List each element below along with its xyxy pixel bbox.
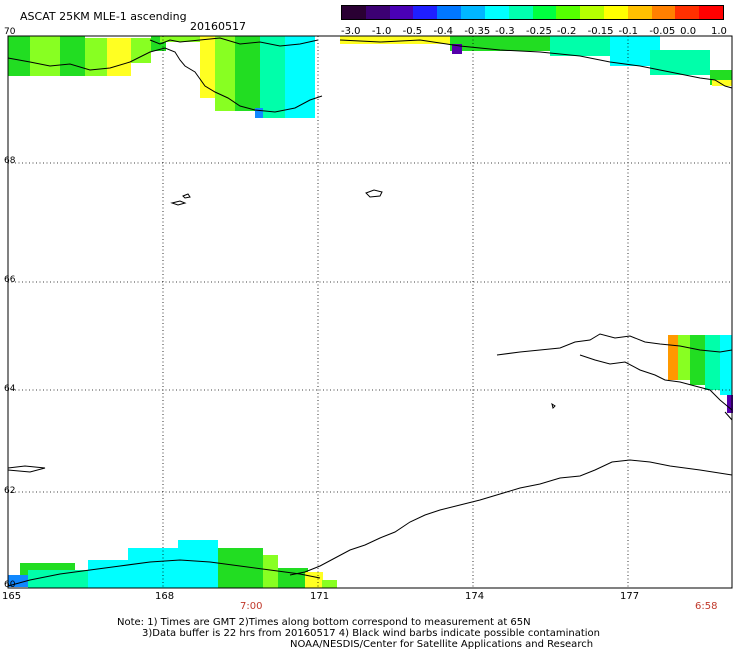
colorbar-segment bbox=[699, 6, 723, 19]
colorbar-segment bbox=[389, 6, 414, 19]
swath-top-center bbox=[160, 36, 315, 118]
colorbar-tick-label: -0.05 bbox=[649, 26, 676, 37]
colorbar-tick-label: -3.0 bbox=[341, 26, 361, 37]
swath-top-left bbox=[8, 36, 166, 76]
lat-label-68: 68 bbox=[4, 156, 16, 166]
colorbar-tick-label: 0.0 bbox=[680, 26, 697, 37]
colorbar-segment bbox=[365, 6, 390, 19]
colorbar-segment bbox=[532, 6, 557, 19]
lat-label-64: 64 bbox=[4, 384, 16, 394]
lat-label-60: 60 bbox=[4, 580, 16, 590]
colorbar-segment bbox=[556, 6, 581, 19]
lat-label-70: 70 bbox=[4, 27, 16, 37]
colorbar-tick-label: -0.2 bbox=[556, 26, 577, 37]
colorbar-segment bbox=[627, 6, 652, 19]
lon-label-174: 174 bbox=[465, 591, 485, 602]
colorbar-tick-label: -0.3 bbox=[495, 26, 515, 37]
lat-label-62: 62 bbox=[4, 486, 16, 496]
time-label-left: 7:00 bbox=[240, 601, 263, 612]
colorbar-tick-label: -0.35 bbox=[464, 26, 491, 37]
colorbar-segment bbox=[580, 6, 604, 19]
lon-label-168: 168 bbox=[155, 591, 175, 602]
colorbar-segment bbox=[508, 6, 533, 19]
colorbar-tick-label: -1.0 bbox=[371, 26, 392, 37]
colorbar-segment bbox=[675, 6, 700, 19]
map-title: ASCAT 25KM MLE-1 ascending bbox=[20, 10, 187, 23]
colorbar-segment bbox=[651, 6, 676, 19]
colorbar-segment bbox=[603, 6, 628, 19]
colorbar-tick-label: -0.15 bbox=[587, 26, 614, 37]
colorbar-segment bbox=[461, 6, 485, 19]
swath-right-middle bbox=[668, 335, 733, 413]
colorbar-segment bbox=[413, 6, 438, 19]
colorbar-tick-label: -0.4 bbox=[433, 26, 454, 37]
time-label-right: 6:58 bbox=[695, 601, 718, 612]
colorbar bbox=[341, 5, 724, 20]
colorbar-segment bbox=[342, 6, 366, 19]
colorbar-labels: -3.0 -1.0 -0.5 -0.4 -0.35 -0.3 -0.25 -0.2 -0.15-… bbox=[341, 27, 731, 39]
note-line-2: 3)Data buffer is 22 hrs from 20160517 4)… bbox=[142, 628, 600, 639]
colorbar-tick-label: -0.25 bbox=[526, 26, 552, 37]
swath-top-right bbox=[340, 36, 732, 86]
colorbar-tick-label: -0.1 bbox=[618, 26, 639, 37]
colorbar-tick-label: 1.0 bbox=[711, 26, 727, 37]
colorbar-tick-label: -0.5 bbox=[402, 26, 423, 37]
colorbar-segment bbox=[484, 6, 509, 19]
map-date: 20160517 bbox=[190, 20, 246, 33]
swath-bottom-left bbox=[8, 540, 337, 588]
lon-label-165: 165 bbox=[2, 591, 22, 602]
note-line-3: NOAA/NESDIS/Center for Satellite Applica… bbox=[290, 639, 594, 650]
coastlines bbox=[7, 37, 733, 587]
lon-label-177: 177 bbox=[620, 591, 640, 602]
colorbar-segment bbox=[437, 6, 462, 19]
map-frame bbox=[7, 35, 733, 589]
grid-lines bbox=[8, 36, 732, 588]
lat-label-66: 66 bbox=[4, 275, 16, 285]
lon-label-171: 171 bbox=[310, 591, 330, 602]
note-line-1: Note: 1) Times are GMT 2)Times along bot… bbox=[117, 617, 531, 628]
